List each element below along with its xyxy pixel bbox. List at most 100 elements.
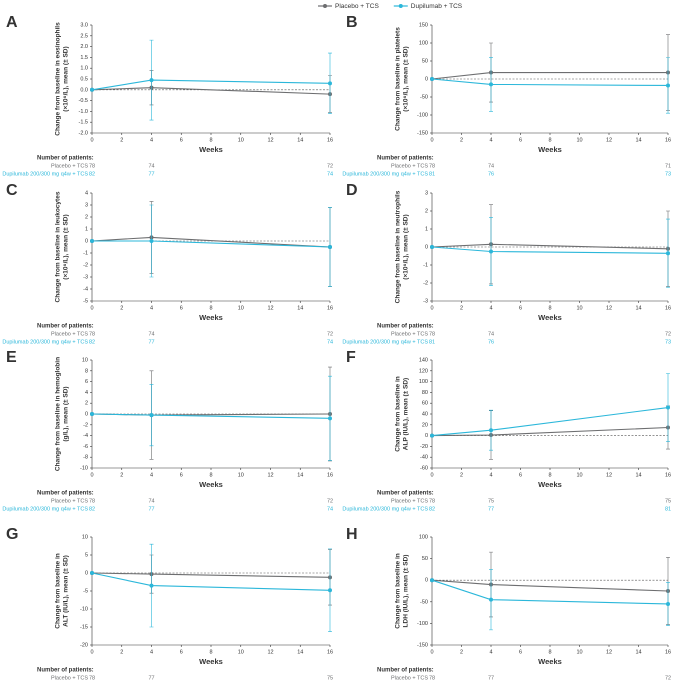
data-point — [328, 588, 332, 593]
data-point — [328, 245, 332, 249]
y-tick-label: -1.0 — [79, 109, 88, 115]
patient-count: 78 — [429, 498, 435, 504]
patient-count: 81 — [429, 339, 435, 345]
patients-row-label: Placebo + TCS — [51, 498, 88, 504]
x-tick-label: 10 — [576, 137, 582, 143]
data-point — [430, 245, 434, 249]
data-point — [430, 578, 434, 583]
x-axis-label: Weeks — [538, 480, 562, 489]
x-tick-label: 10 — [576, 472, 582, 478]
y-tick-label: -0.5 — [79, 98, 88, 104]
x-tick-label: 12 — [606, 649, 612, 655]
x-tick-label: 0 — [430, 472, 433, 478]
patient-count: 81 — [665, 506, 671, 512]
x-tick-label: 4 — [150, 305, 153, 311]
y-axis-label: (×10⁹/L), mean (± SD) — [63, 46, 70, 111]
x-tick-label: 2 — [120, 305, 123, 311]
legend-label: Placebo + TCS — [335, 3, 379, 10]
x-tick-label: 14 — [297, 305, 303, 311]
y-tick-label: 100 — [419, 534, 428, 540]
data-point — [666, 601, 670, 606]
patient-count: 72 — [327, 331, 333, 337]
y-tick-label: 3 — [425, 190, 428, 196]
y-tick-label: 60 — [422, 401, 428, 407]
x-tick-label: 4 — [150, 649, 153, 655]
x-tick-label: 0 — [90, 472, 93, 478]
patient-count: 76 — [488, 171, 494, 177]
x-axis-label: Weeks — [199, 313, 223, 322]
data-point — [430, 77, 434, 81]
patient-count: 77 — [148, 506, 154, 512]
x-tick-label: 12 — [267, 137, 273, 143]
x-tick-label: 4 — [489, 137, 492, 143]
y-tick-label: -1.5 — [79, 120, 88, 126]
x-tick-label: 12 — [267, 649, 273, 655]
y-tick-label: -60 — [420, 465, 428, 471]
patients-row-label: Placebo + TCS — [51, 163, 88, 169]
y-tick-label: 20 — [422, 422, 428, 428]
x-tick-label: 10 — [576, 649, 582, 655]
patient-count: 77 — [488, 675, 494, 680]
x-tick-label: 2 — [120, 649, 123, 655]
y-tick-label: -4 — [83, 433, 88, 439]
y-tick-label: 100 — [419, 40, 428, 46]
y-tick-label: -1 — [423, 262, 428, 268]
x-tick-label: 6 — [180, 137, 183, 143]
x-axis-label: Weeks — [538, 145, 562, 154]
y-tick-label: -1 — [83, 250, 88, 256]
series-line — [431, 579, 669, 605]
x-tick-label: 6 — [519, 305, 522, 311]
x-axis-label: Weeks — [199, 480, 223, 489]
x-tick-label: 6 — [180, 305, 183, 311]
x-axis-label: Weeks — [199, 657, 223, 666]
patient-count: 75 — [327, 675, 333, 680]
y-tick-label: 4 — [85, 190, 88, 196]
y-tick-label: 0 — [85, 570, 88, 576]
x-tick-label: 16 — [665, 472, 671, 478]
patient-count: 75 — [665, 498, 671, 504]
x-tick-label: 12 — [606, 137, 612, 143]
patients-title: Number of patients: — [37, 668, 94, 674]
patient-count: 74 — [488, 331, 494, 337]
y-tick-label: 0 — [425, 433, 428, 439]
patient-count: 74 — [148, 163, 154, 169]
x-tick-label: 0 — [430, 649, 433, 655]
data-point — [489, 82, 493, 87]
y-tick-label: -150 — [417, 642, 428, 648]
y-tick-label: 3 — [85, 202, 88, 208]
x-tick-label: 4 — [489, 649, 492, 655]
patient-count: 74 — [488, 163, 494, 169]
x-tick-label: 2 — [460, 649, 463, 655]
y-tick-label: -3 — [83, 274, 88, 280]
x-tick-label: 8 — [209, 137, 212, 143]
patients-row-label: Dupilumab 200/300 mg q4w + TCS — [2, 171, 88, 177]
y-tick-label: -2 — [83, 422, 88, 428]
patients-title: Number of patients: — [377, 668, 434, 674]
x-tick-label: 2 — [460, 305, 463, 311]
y-axis-label: (×10⁹/L), mean (± SD) — [403, 214, 410, 279]
x-tick-label: 0 — [430, 137, 433, 143]
series-line — [91, 572, 331, 578]
x-tick-label: 0 — [430, 305, 433, 311]
panel-letter: C — [6, 182, 18, 199]
y-tick-label: 1.5 — [80, 55, 88, 61]
x-tick-label: 16 — [327, 137, 333, 143]
x-tick-label: 0 — [90, 649, 93, 655]
series-line — [431, 243, 669, 250]
panel-letter: H — [346, 526, 358, 543]
y-tick-label: -5 — [83, 588, 88, 594]
series-line — [91, 87, 331, 95]
x-tick-label: 4 — [489, 305, 492, 311]
x-tick-label: 14 — [297, 472, 303, 478]
patient-count: 74 — [327, 339, 333, 345]
y-tick-label: 8 — [85, 368, 88, 374]
y-tick-label: 3.0 — [80, 22, 88, 28]
data-point — [489, 249, 493, 254]
x-tick-label: 16 — [327, 472, 333, 478]
patient-count: 77 — [148, 675, 154, 680]
x-tick-label: 8 — [209, 649, 212, 655]
patients-row-label: Placebo + TCS — [391, 331, 428, 337]
legend-label: Dupilumab + TCS — [411, 3, 463, 10]
data-point — [430, 433, 434, 438]
